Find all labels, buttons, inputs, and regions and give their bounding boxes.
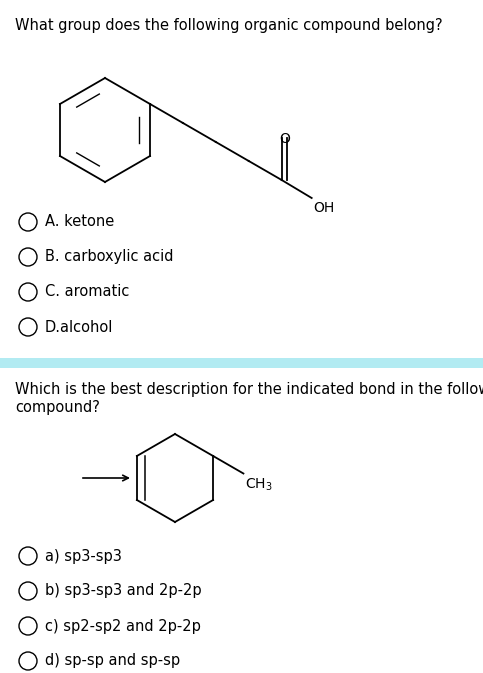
Text: D.alcohol: D.alcohol [45, 320, 114, 334]
Text: CH$_3$: CH$_3$ [245, 476, 273, 493]
Text: b) sp3-sp3 and 2p-2p: b) sp3-sp3 and 2p-2p [45, 583, 201, 598]
Bar [0, 358, 483, 368]
Text: B. carboxylic acid: B. carboxylic acid [45, 250, 173, 264]
Text: A. ketone: A. ketone [45, 215, 114, 229]
Text: C. aromatic: C. aromatic [45, 285, 129, 299]
Text: compound?: compound? [15, 400, 100, 415]
Text: OH: OH [313, 201, 335, 215]
Text: c) sp2-sp2 and 2p-2p: c) sp2-sp2 and 2p-2p [45, 618, 201, 633]
Text: What group does the following organic compound belong?: What group does the following organic co… [15, 18, 442, 33]
Text: a) sp3-sp3: a) sp3-sp3 [45, 548, 122, 563]
Text: d) sp-sp and sp-sp: d) sp-sp and sp-sp [45, 653, 180, 668]
Text: O: O [279, 132, 290, 146]
Text: Which is the best description for the indicated bond in the following: Which is the best description for the in… [15, 382, 483, 397]
